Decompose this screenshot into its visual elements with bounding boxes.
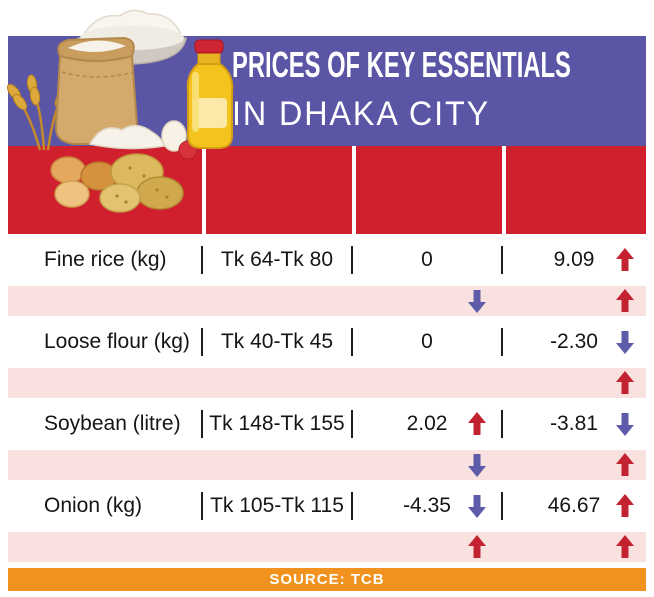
change2-cell: -3.81: [501, 402, 646, 446]
price-cell: Tk 64-Tk 80: [201, 238, 352, 282]
table-row: Loose flour (kg) Tk 40-Tk 45 0 -2.30: [8, 320, 646, 364]
potatoes-icon: [99, 153, 184, 213]
oil-bottle-icon: [186, 39, 234, 149]
trend-arrow-icon: [616, 412, 634, 436]
trend-arrow-icon: [468, 453, 486, 477]
item-cell: Loose flour (kg): [44, 330, 190, 353]
trend-arrow-icon: [616, 494, 634, 518]
price-cell: Tk 105-Tk 115: [201, 484, 352, 528]
table-row: Fine rice (kg) Tk 64-Tk 80 0 9.09: [8, 238, 646, 282]
spacer-row: [8, 286, 646, 316]
eggs-icon: [50, 156, 118, 208]
title-line1: PRICES OF KEY ESSENTIALS: [232, 44, 571, 85]
spacer-row: [8, 368, 646, 398]
change2-value: 9.09: [553, 248, 595, 271]
item-cell: Fine rice (kg): [44, 248, 167, 271]
header-cell-change1: [352, 146, 502, 234]
price-cell: Tk 40-Tk 45: [201, 320, 352, 364]
item-cell: Soybean (litre): [44, 412, 181, 435]
table-row: Onion (kg) Tk 105-Tk 115 -4.35 46.67: [8, 484, 646, 528]
change2-cell: 9.09: [501, 238, 646, 282]
trend-arrow-icon: [468, 289, 486, 313]
spacer-row: [8, 450, 646, 480]
groceries-illustration: [6, 9, 234, 213]
header-cell-price: [202, 146, 352, 234]
change1-cell: -4.35: [351, 484, 502, 528]
price-cell: Tk 148-Tk 155: [201, 402, 352, 446]
prices-table: Fine rice (kg) Tk 64-Tk 80 0 9.09 Loose …: [8, 146, 646, 562]
table-row: Soybean (litre) Tk 148-Tk 155 2.02 -3.81: [8, 402, 646, 446]
change1-value: 0: [421, 248, 433, 271]
source-bar: SOURCE: TCB: [8, 568, 646, 591]
change2-cell: 46.67: [501, 484, 646, 528]
trend-arrow-icon: [616, 330, 634, 354]
trend-arrow-icon: [616, 453, 634, 477]
change1-cell: 2.02: [351, 402, 502, 446]
change2-cell: -2.30: [501, 320, 646, 364]
spacer-row: [8, 532, 646, 562]
trend-arrow-icon: [616, 289, 634, 313]
change1-value: 2.02: [406, 412, 448, 435]
source-text: SOURCE: TCB: [269, 571, 385, 588]
item-cell: Onion (kg): [44, 494, 143, 517]
trend-arrow-icon: [468, 412, 486, 436]
change2-value: -2.30: [550, 330, 598, 353]
flour-pile-icon: [88, 124, 165, 150]
page-title: PRICES OF KEY ESSENTIALS IN DHAKA CITY: [232, 44, 654, 134]
trend-arrow-icon: [468, 535, 486, 559]
rice-sack-icon: [54, 36, 139, 145]
change1-value: 0: [421, 330, 433, 353]
trend-arrow-icon: [616, 248, 634, 272]
change1-value: -4.35: [403, 494, 451, 517]
header-cell-change2: [502, 146, 646, 234]
change1-cell: 0: [351, 320, 502, 364]
change1-cell: 0: [351, 238, 502, 282]
change2-value: -3.81: [550, 412, 598, 435]
title-line2: IN DHAKA CITY: [232, 95, 491, 133]
trend-arrow-icon: [616, 535, 634, 559]
trend-arrow-icon: [468, 494, 486, 518]
trend-arrow-icon: [616, 371, 634, 395]
table-header: [8, 146, 646, 234]
change2-value: 46.67: [547, 494, 601, 517]
egg-icon: [161, 120, 187, 152]
